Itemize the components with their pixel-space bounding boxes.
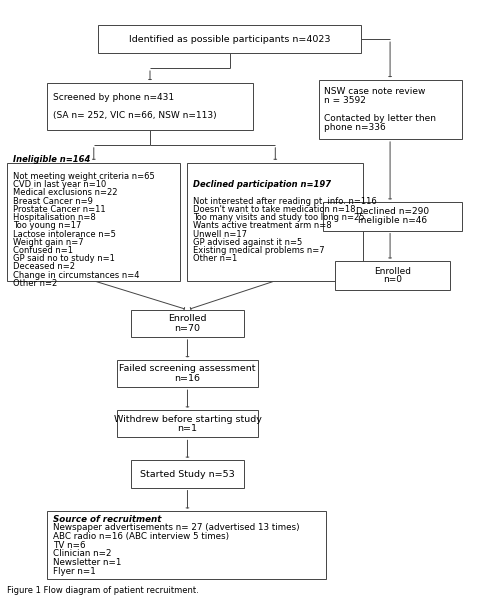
- Text: Screened by phone n=431: Screened by phone n=431: [53, 93, 174, 102]
- Text: (SA n= 252, VIC n=66, NSW n=113): (SA n= 252, VIC n=66, NSW n=113): [53, 111, 216, 120]
- Text: Too many visits and study too long n=25: Too many visits and study too long n=25: [193, 213, 365, 222]
- Text: NSW case note review: NSW case note review: [324, 87, 425, 96]
- Text: Not meeting weight criteria n=65: Not meeting weight criteria n=65: [13, 172, 154, 181]
- Text: Withdrew before starting study: Withdrew before starting study: [114, 415, 261, 424]
- Text: Flyer n=1: Flyer n=1: [53, 567, 95, 576]
- Text: Clinician n=2: Clinician n=2: [53, 549, 111, 558]
- Text: n=1: n=1: [177, 424, 197, 433]
- FancyBboxPatch shape: [117, 410, 258, 437]
- Text: Enrolled: Enrolled: [374, 267, 411, 276]
- Text: Contacted by letter then: Contacted by letter then: [324, 114, 436, 123]
- Text: Breast Cancer n=9: Breast Cancer n=9: [13, 197, 93, 206]
- Text: Declined participation n=197: Declined participation n=197: [193, 180, 331, 189]
- Text: Weight gain n=7: Weight gain n=7: [13, 238, 83, 247]
- FancyBboxPatch shape: [187, 163, 363, 281]
- Text: Newspaper advertisements n= 27 (advertised 13 times): Newspaper advertisements n= 27 (advertis…: [53, 523, 299, 532]
- Text: CVD in last year n=10: CVD in last year n=10: [13, 180, 106, 189]
- Text: Other n=2: Other n=2: [13, 279, 57, 288]
- Text: Declined n=290: Declined n=290: [356, 207, 429, 216]
- Text: Doesn't want to take medication n=18: Doesn't want to take medication n=18: [193, 205, 356, 214]
- Text: n=0: n=0: [383, 276, 402, 285]
- Text: Enrolled: Enrolled: [168, 314, 206, 323]
- Text: n=70: n=70: [174, 324, 200, 332]
- Text: Lactose intolerance n=5: Lactose intolerance n=5: [13, 230, 116, 239]
- FancyBboxPatch shape: [117, 360, 258, 387]
- Text: GP said no to study n=1: GP said no to study n=1: [13, 254, 115, 264]
- FancyBboxPatch shape: [131, 310, 244, 337]
- Text: Newsletter n=1: Newsletter n=1: [53, 558, 121, 567]
- Text: GP advised against it n=5: GP advised against it n=5: [193, 238, 303, 247]
- Text: n = 3592: n = 3592: [324, 96, 366, 105]
- Text: Wants active treatment arm n=8: Wants active treatment arm n=8: [193, 221, 332, 230]
- Text: Started Study n=53: Started Study n=53: [140, 470, 235, 479]
- Text: Hospitalisation n=8: Hospitalisation n=8: [13, 213, 96, 222]
- Text: Other n=1: Other n=1: [193, 254, 238, 264]
- FancyBboxPatch shape: [47, 511, 326, 579]
- Text: Source of recruitment: Source of recruitment: [53, 515, 161, 524]
- FancyBboxPatch shape: [131, 461, 244, 488]
- Text: TV n=6: TV n=6: [53, 541, 85, 550]
- Text: Deceased n=2: Deceased n=2: [13, 262, 75, 271]
- Text: Unwell n=17: Unwell n=17: [193, 230, 247, 239]
- Text: Identified as possible participants n=4023: Identified as possible participants n=40…: [129, 34, 330, 43]
- Text: n=16: n=16: [174, 374, 200, 383]
- FancyBboxPatch shape: [323, 202, 461, 230]
- Text: Existing medical problems n=7: Existing medical problems n=7: [193, 246, 325, 255]
- FancyBboxPatch shape: [7, 163, 180, 281]
- FancyBboxPatch shape: [47, 83, 253, 130]
- FancyBboxPatch shape: [98, 25, 361, 53]
- Text: Figure 1 Flow diagram of patient recruitment.: Figure 1 Flow diagram of patient recruit…: [7, 586, 199, 595]
- Text: Prostate Cancer n=11: Prostate Cancer n=11: [13, 205, 105, 214]
- Text: phone n=336: phone n=336: [324, 123, 386, 132]
- Text: Ineligible n=46: Ineligible n=46: [358, 216, 427, 226]
- Text: ABC radio n=16 (ABC interview 5 times): ABC radio n=16 (ABC interview 5 times): [53, 532, 228, 541]
- Text: Confused n=1: Confused n=1: [13, 246, 73, 255]
- Text: Ineligible n=164: Ineligible n=164: [13, 156, 90, 165]
- Text: Failed screening assessment: Failed screening assessment: [119, 364, 256, 373]
- Text: Not interested after reading pt. info. n=116: Not interested after reading pt. info. n…: [193, 197, 377, 206]
- Text: Change in circumstances n=4: Change in circumstances n=4: [13, 271, 139, 280]
- FancyBboxPatch shape: [319, 80, 461, 139]
- Text: Medical exclusions n=22: Medical exclusions n=22: [13, 188, 117, 197]
- Text: Too young n=17: Too young n=17: [13, 221, 81, 230]
- FancyBboxPatch shape: [335, 261, 450, 289]
